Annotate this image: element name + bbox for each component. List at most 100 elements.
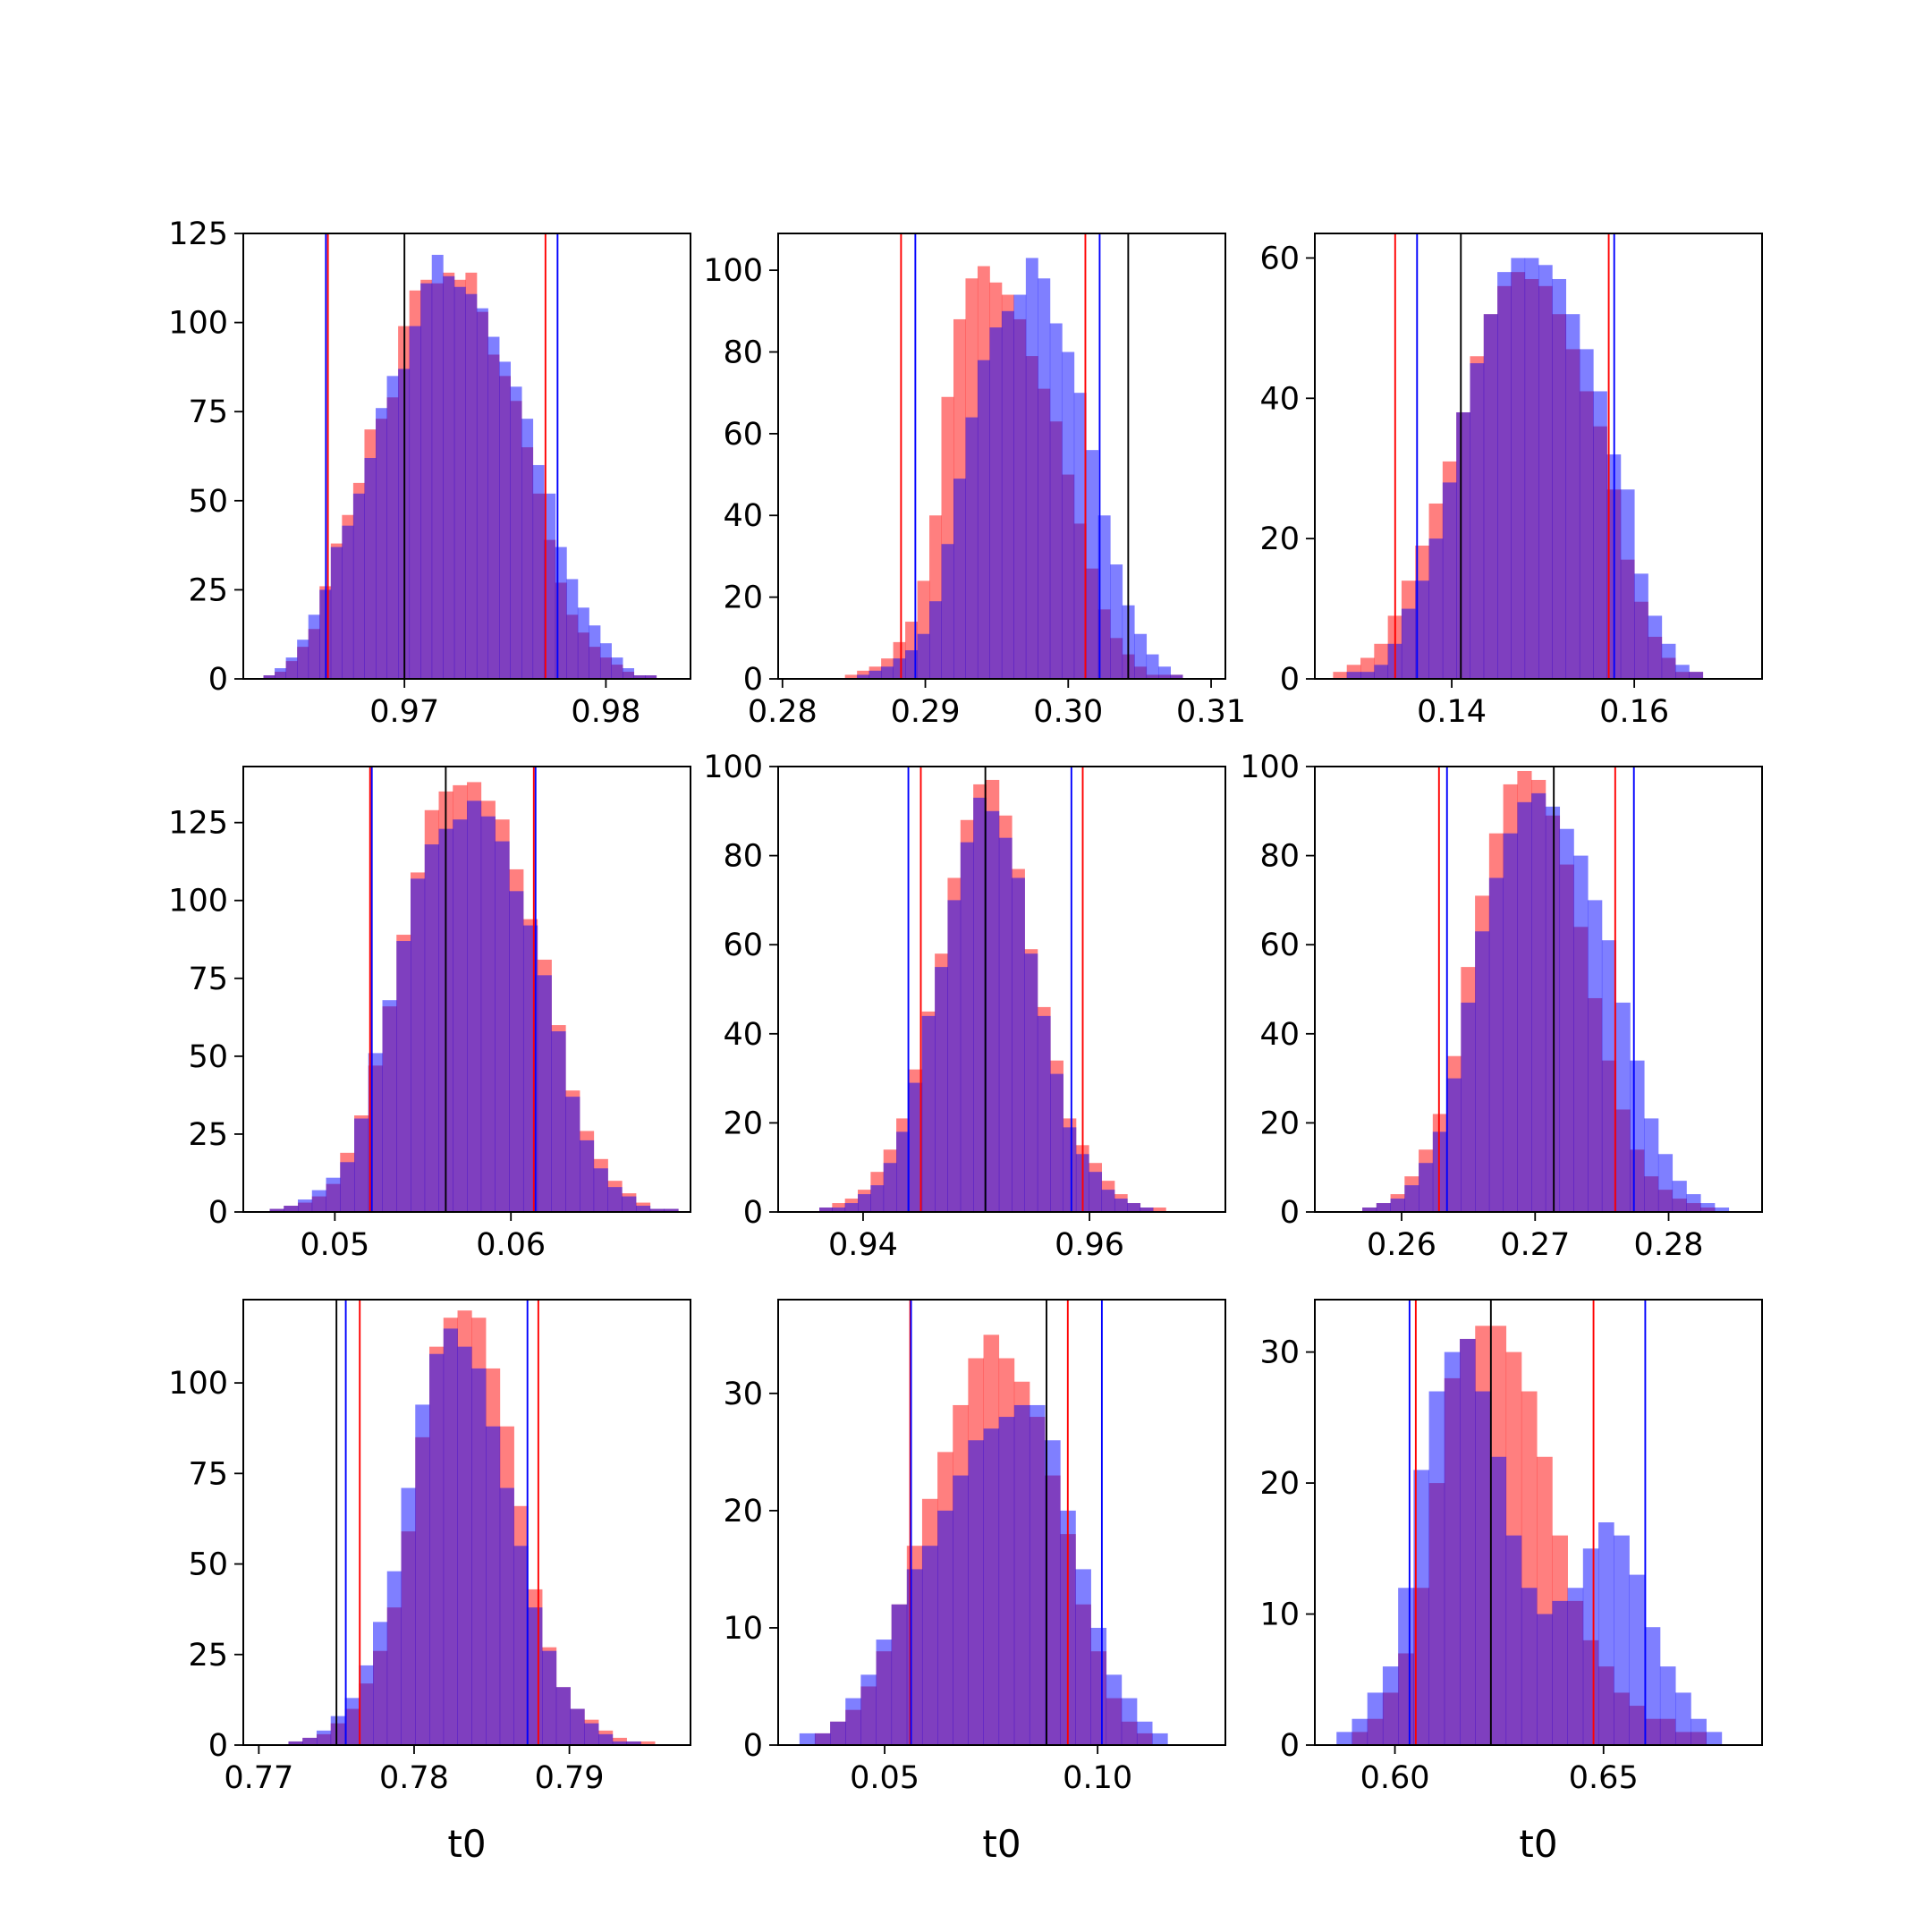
histogram-bar [513,1546,529,1745]
histogram-bar [593,1168,608,1212]
histogram-bar [431,254,444,679]
y-tick-label: 100 [703,253,763,289]
histogram-bar [1045,1440,1061,1745]
x-tick-label: 0.29 [891,694,961,730]
histogram-bar [1012,877,1025,1212]
histogram-bar [645,675,657,679]
subplot-8: 0.05 0.10 0 10 20 30 t0 [723,1299,1226,1866]
histogram-bar [1089,1172,1103,1212]
y-tick-label: 75 [188,962,228,997]
histogram-bar [947,900,962,1212]
histogram-bar [1579,349,1594,679]
x-tick-label: 0.28 [748,694,818,730]
histogram-bar [544,493,556,679]
histogram-bar [649,1208,665,1212]
histogram-bar [1097,515,1111,679]
subplot-9: 0.60 0.65 0 10 20 30 t0 [1259,1299,1763,1866]
x-tick-label: 0.30 [1033,694,1103,730]
axes-frame [242,1299,691,1746]
histogram-bar [1511,258,1526,679]
histogram-bar [352,493,365,679]
y-tick-label: 0 [743,1728,763,1764]
histogram-bar [551,1031,566,1212]
histogram-bar [330,1716,345,1745]
histogram-bar [1090,1627,1107,1745]
histogram-bar [1013,294,1027,679]
subplot-5: 0.94 0.96 0 20 40 60 80 100 [703,750,1226,1263]
histogram-series-blue [1362,792,1730,1212]
y-tick-label: 125 [168,806,228,842]
histogram-bar [1432,1131,1447,1212]
y-tick-label: 40 [1259,381,1300,417]
histogram-bar [326,1177,341,1212]
histogram-bar [1700,1203,1716,1212]
histogram-bar [1360,672,1375,679]
histogram-bar [1675,665,1690,679]
histogram-bar [288,1741,303,1745]
histogram-bar [1552,1600,1568,1745]
y-tick-label: 0 [1280,1728,1300,1764]
histogram-bar [635,1206,651,1212]
histogram-bar [1025,258,1038,679]
histogram-bar [968,1440,984,1745]
histogram-bar [799,1733,816,1745]
histogram-bar [917,633,930,679]
histogram-bar [1559,828,1574,1212]
histogram-bar [1567,1588,1584,1745]
x-tick-label: 0.77 [224,1760,293,1796]
histogram-bar [1588,900,1603,1212]
y-tick-label: 0 [1280,1195,1300,1231]
histogram-bar [1686,1194,1701,1212]
histogram-bar [1415,580,1429,679]
subplot-6: 0.26 0.27 0.28 0 20 40 60 80 100 [1240,750,1763,1263]
histogram-bar [1675,1692,1691,1745]
histogram-bar [845,1698,861,1745]
histogram-bar [935,967,948,1212]
x-tick-label: 0.31 [1176,694,1246,730]
y-tick-label: 25 [188,1117,228,1153]
histogram-bar [909,1082,923,1212]
histogram-bar [443,1328,458,1745]
x-tick-label: 0.60 [1360,1760,1430,1796]
histogram-bar [960,842,974,1212]
x-tick-label: 0.14 [1417,694,1487,730]
histogram-bar [1073,393,1087,679]
histogram-bar [285,657,298,679]
y-tick-label: 30 [723,1377,763,1412]
histogram-bar [1689,672,1704,679]
axes-frame [1314,233,1763,680]
histogram-bar [1401,608,1416,679]
histogram-series-blue [1346,258,1704,679]
histogram-bar [1672,1181,1687,1212]
y-tick-label: 10 [1259,1597,1300,1633]
histogram-bar [1565,314,1580,679]
y-tick-label: 20 [723,1106,763,1141]
histogram-bar [359,1665,374,1745]
histogram-bar [486,1426,501,1745]
subplot-4: 0.05 0.06 0 25 50 75 100 125 [168,766,691,1263]
histogram-bar [1114,1199,1128,1212]
histogram-bar [376,408,387,679]
y-tick-label: 50 [188,1547,228,1583]
histogram-bar [1615,1002,1631,1212]
histogram-bar [598,1733,614,1745]
histogram-bar [263,675,275,679]
histogram-bar [1659,1666,1676,1745]
histogram-bar [532,464,545,679]
histogram-bar [611,657,623,679]
x-tick-label: 0.28 [1634,1227,1704,1263]
histogram-bar [429,1353,445,1745]
y-tick-label: 30 [1259,1335,1300,1371]
subplot-3: 0.14 0.16 0 20 40 60 [1259,233,1763,730]
histogram-bar [1706,1732,1723,1745]
histogram-bar [1573,855,1589,1212]
histogram-bar [364,457,377,679]
y-tick-label: 10 [723,1611,763,1647]
histogram-bar [344,1698,360,1745]
histogram-bar [1362,1208,1377,1212]
x-axis-label: t0 [447,1822,486,1866]
histogram-bar [1001,310,1014,679]
histogram-bar [622,1196,637,1212]
histogram-bar [1346,672,1361,679]
histogram-series-blue [818,797,1154,1212]
